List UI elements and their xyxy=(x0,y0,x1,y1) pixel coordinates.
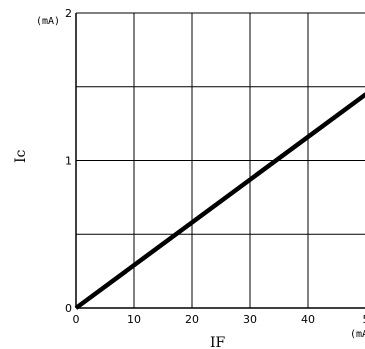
x-tick-label: 0 xyxy=(73,313,80,326)
y-axis-label: Ic xyxy=(13,149,29,163)
x-tick-label: 40 xyxy=(301,313,315,326)
x-axis-label: IF xyxy=(210,335,226,349)
x-ticks: 0 10 20 30 40 5 xyxy=(73,313,365,326)
x-tick-label: 30 xyxy=(243,313,257,326)
x-tick-label: 10 xyxy=(127,313,141,326)
y-tick-label: 1 xyxy=(65,155,72,168)
y-ticks: 0 1 2 xyxy=(65,7,72,315)
x-tick-label: 20 xyxy=(185,313,199,326)
y-unit-label: (mA) xyxy=(36,16,60,27)
y-tick-label: 0 xyxy=(65,302,72,315)
grid xyxy=(76,12,365,308)
series-group xyxy=(74,92,365,310)
x-unit-label: (mA) xyxy=(350,329,365,340)
series-line xyxy=(74,92,365,310)
x-tick-label: 5 xyxy=(363,313,365,326)
y-tick-label: 2 xyxy=(65,7,72,20)
plot-frame xyxy=(75,13,365,309)
